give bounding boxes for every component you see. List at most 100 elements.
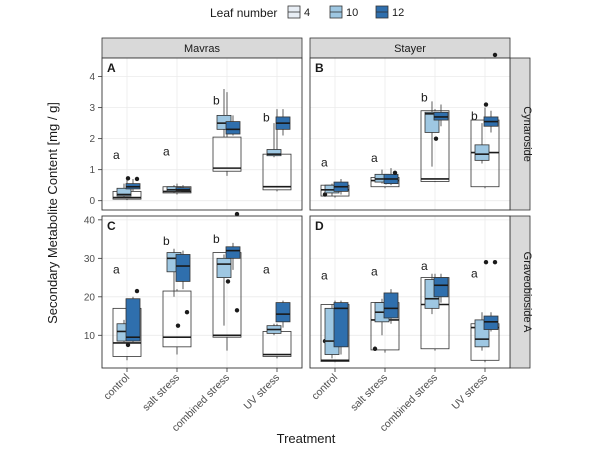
outlier-point bbox=[175, 323, 181, 328]
box-body bbox=[125, 298, 141, 342]
box-body bbox=[225, 121, 241, 135]
box-12 bbox=[483, 259, 499, 332]
box-12 bbox=[483, 52, 499, 133]
row-strip-cynaroside: Cynaroside bbox=[509, 57, 533, 211]
box-12 bbox=[225, 115, 241, 136]
box-10 bbox=[216, 254, 232, 326]
box-12 bbox=[333, 178, 349, 195]
box-12 bbox=[333, 300, 349, 355]
legend: Leaf number 4 10 12 bbox=[210, 5, 404, 20]
panel-C: Ca b b a bbox=[101, 211, 303, 369]
panel-tag: C bbox=[107, 219, 116, 233]
y-tick-label: 0 bbox=[89, 196, 95, 207]
box-body bbox=[116, 187, 132, 197]
box-body bbox=[162, 290, 192, 348]
box-body bbox=[175, 254, 191, 282]
box-body bbox=[383, 292, 399, 319]
box-12 bbox=[433, 273, 449, 303]
box-12 bbox=[175, 250, 191, 315]
box-10 bbox=[266, 123, 282, 158]
column-strip-mavras: Mavras bbox=[101, 37, 303, 59]
panel-tag: D bbox=[315, 219, 324, 233]
strip-label-cynaroside: Cynaroside bbox=[521, 106, 533, 162]
outlier-point bbox=[492, 259, 498, 265]
outlier-point bbox=[433, 136, 439, 141]
significance-letter: a bbox=[421, 259, 428, 273]
y-tick-label: 30 bbox=[84, 254, 96, 265]
outlier-point bbox=[234, 211, 240, 217]
box-12 bbox=[225, 211, 241, 313]
significance-letter: b bbox=[213, 94, 220, 108]
y-tick-label: 20 bbox=[84, 292, 96, 303]
box-12 bbox=[125, 176, 141, 192]
panel-tag: B bbox=[315, 61, 324, 75]
y-tick-label: 10 bbox=[84, 331, 96, 342]
box-body bbox=[333, 302, 349, 348]
box-body bbox=[225, 246, 241, 259]
significance-letter: b bbox=[213, 232, 220, 246]
legend-title: Leaf number bbox=[210, 6, 277, 20]
x-axis-title: Treatment bbox=[277, 431, 336, 446]
box-12 bbox=[125, 288, 141, 343]
box-body bbox=[275, 302, 291, 323]
y-tick-label: 2 bbox=[89, 134, 95, 145]
strip-label-mavras: Mavras bbox=[184, 43, 221, 55]
panel-border bbox=[309, 215, 511, 369]
y-tick-label: 4 bbox=[89, 72, 95, 83]
legend-label-10: 10 bbox=[346, 7, 358, 19]
box-body bbox=[262, 153, 292, 191]
box-12 bbox=[383, 289, 399, 324]
box-body bbox=[420, 110, 450, 182]
outlier-point bbox=[483, 102, 489, 107]
significance-letter: b bbox=[421, 90, 428, 104]
box-12 bbox=[383, 168, 399, 186]
box-body bbox=[474, 144, 490, 161]
outlier-point bbox=[392, 170, 398, 175]
box-body bbox=[216, 257, 232, 278]
strip-label-graveobioside-a: Graveobioside A bbox=[521, 252, 533, 333]
significance-letter: a bbox=[113, 263, 120, 277]
legend-label-12: 12 bbox=[392, 7, 404, 19]
x-tick-label: UV stress bbox=[241, 372, 282, 413]
significance-letter: b bbox=[163, 234, 170, 248]
significance-letter: b bbox=[471, 109, 478, 123]
panel-D: Da a a a bbox=[309, 215, 511, 369]
significance-letter: a bbox=[321, 156, 328, 170]
outlier-point bbox=[225, 279, 231, 284]
panel-border bbox=[309, 57, 511, 211]
panel-border bbox=[101, 57, 303, 211]
box-12 bbox=[275, 300, 291, 328]
outlier-point bbox=[134, 176, 140, 182]
panel-B: Ba a b b bbox=[309, 52, 511, 211]
outlier-point bbox=[234, 308, 240, 313]
outlier-point bbox=[372, 346, 378, 351]
significance-letter: a bbox=[371, 265, 378, 279]
box-10 bbox=[116, 176, 132, 198]
significance-letter: a bbox=[163, 145, 170, 159]
significance-letter: a bbox=[263, 263, 270, 277]
outlier-point bbox=[492, 52, 498, 58]
box-4 bbox=[420, 109, 450, 183]
box-body bbox=[266, 149, 282, 157]
significance-letter: a bbox=[371, 151, 378, 165]
outlier-point bbox=[483, 259, 489, 265]
box-body bbox=[212, 136, 242, 172]
y-tick-label: 1 bbox=[89, 165, 95, 176]
box-4 bbox=[212, 92, 242, 176]
outlier-point bbox=[134, 288, 140, 294]
significance-letter: b bbox=[263, 111, 270, 125]
y-tick-label: 40 bbox=[84, 215, 96, 226]
x-tick-label: control bbox=[309, 372, 340, 403]
box-body bbox=[483, 315, 499, 330]
outlier-point bbox=[184, 310, 190, 315]
x-tick-label: control bbox=[101, 372, 132, 403]
significance-letter: a bbox=[471, 267, 478, 281]
box-10 bbox=[474, 102, 490, 164]
outlier-point bbox=[322, 192, 328, 197]
x-tick-label: salt stress bbox=[140, 372, 182, 414]
panel-A: Aa a b b bbox=[101, 57, 303, 211]
row-strip-graveobioside: Graveobioside A bbox=[509, 215, 533, 369]
y-axis-title: Secondary Metabolite Content [mg / g] bbox=[45, 102, 60, 324]
column-strip-stayer: Stayer bbox=[309, 37, 511, 59]
box-10 bbox=[266, 323, 282, 336]
